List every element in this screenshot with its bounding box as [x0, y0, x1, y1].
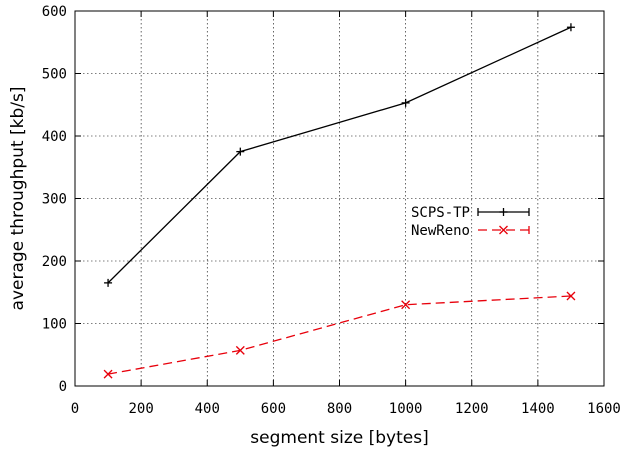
legend-marker-newreno	[499, 225, 508, 235]
x-axis-label: segment size [bytes]	[250, 428, 428, 448]
x-tick-label: 0	[71, 401, 79, 417]
marker-stroke	[566, 291, 576, 301]
y-tick-label: 300	[42, 192, 67, 208]
y-tick-label: 500	[42, 67, 67, 83]
y-axis-label: average throughput [kb/s]	[8, 87, 28, 311]
marker-stroke	[499, 225, 508, 235]
x-tick-label: 200	[128, 401, 153, 417]
x-tick-label: 1200	[455, 401, 489, 417]
legend: SCPS-TP NewReno	[411, 205, 530, 239]
data-point-newreno	[235, 345, 245, 355]
marker-stroke	[103, 369, 113, 379]
legend-marker-scps-tp	[499, 208, 508, 216]
series-line-scps-tp	[107, 26, 572, 284]
data-point-newreno	[401, 300, 411, 310]
data-point-scps-tp	[104, 278, 113, 287]
data-point-scps-tp	[401, 98, 410, 107]
x-tick-label: 1000	[389, 401, 423, 417]
x-tick-label: 400	[195, 401, 220, 417]
legend-label-scps-tp: SCPS-TP	[411, 205, 470, 221]
y-tick-label: 200	[42, 254, 67, 270]
x-tick-label: 800	[327, 401, 352, 417]
marker-stroke	[235, 345, 245, 355]
x-tick-label: 1400	[521, 401, 555, 417]
legend-label-newreno: NewReno	[411, 223, 470, 239]
axis-ticks: 0 200 400 600 800 1000 1200 1400 1600 0 100 200 300 4…	[42, 4, 621, 417]
data-point-scps-tp	[236, 147, 245, 156]
y-tick-label: 600	[42, 4, 67, 20]
data-point-newreno	[103, 369, 113, 379]
y-tick-label: 0	[59, 379, 67, 395]
y-tick-label: 400	[42, 129, 67, 145]
data-point-scps-tp	[566, 23, 575, 32]
x-tick-label: 1600	[587, 401, 621, 417]
data-point-newreno	[566, 291, 576, 301]
grid	[75, 11, 604, 386]
y-tick-label: 100	[42, 317, 67, 333]
marker-stroke	[401, 300, 411, 310]
series-layer	[103, 23, 576, 379]
x-tick-label: 600	[261, 401, 286, 417]
